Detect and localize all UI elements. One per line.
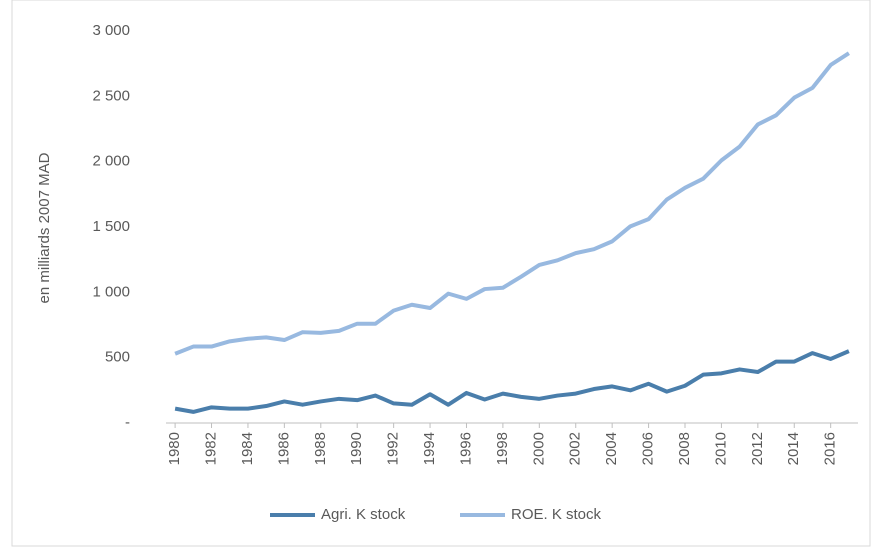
legend-label: Agri. K stock <box>321 506 406 523</box>
x-tick-label: 2008 <box>676 432 693 465</box>
x-tick-label: 2000 <box>530 432 547 465</box>
chart-frame <box>11 0 871 547</box>
y-axis-label: en milliards 2007 MAD <box>36 152 53 303</box>
x-tick-label: 1982 <box>202 432 219 465</box>
x-tick-label: 2004 <box>603 432 620 465</box>
y-tick-label: 1 500 <box>92 218 130 235</box>
y-tick-label: 2 500 <box>92 87 130 104</box>
y-tick-label: - <box>125 414 130 431</box>
x-tick-label: 1984 <box>239 432 256 465</box>
x-tick-label: 2010 <box>712 432 729 465</box>
x-tick-label: 2012 <box>749 432 766 465</box>
x-tick-label: 2014 <box>785 432 802 465</box>
x-tick-label: 1994 <box>421 432 438 465</box>
x-tick-label: 1988 <box>312 432 329 465</box>
y-tick-label: 500 <box>105 349 130 366</box>
x-tick-label: 2002 <box>567 432 584 465</box>
series-line <box>174 349 850 414</box>
x-tick-label: 2016 <box>822 432 839 465</box>
x-tick-label: 2006 <box>640 432 657 465</box>
x-tick-label: 1990 <box>348 432 365 465</box>
x-tick-label: 1996 <box>457 432 474 465</box>
x-tick-label: 1986 <box>275 432 292 465</box>
y-tick-label: 3 000 <box>92 22 130 39</box>
y-tick-label: 2 000 <box>92 153 130 170</box>
x-tick-label: 1998 <box>494 432 511 465</box>
y-tick-label: 1 000 <box>92 283 130 300</box>
x-tick-label: 1992 <box>385 432 402 465</box>
legend-label: ROE. K stock <box>511 506 602 523</box>
x-tick-label: 1980 <box>166 432 183 465</box>
series-line <box>174 51 850 356</box>
